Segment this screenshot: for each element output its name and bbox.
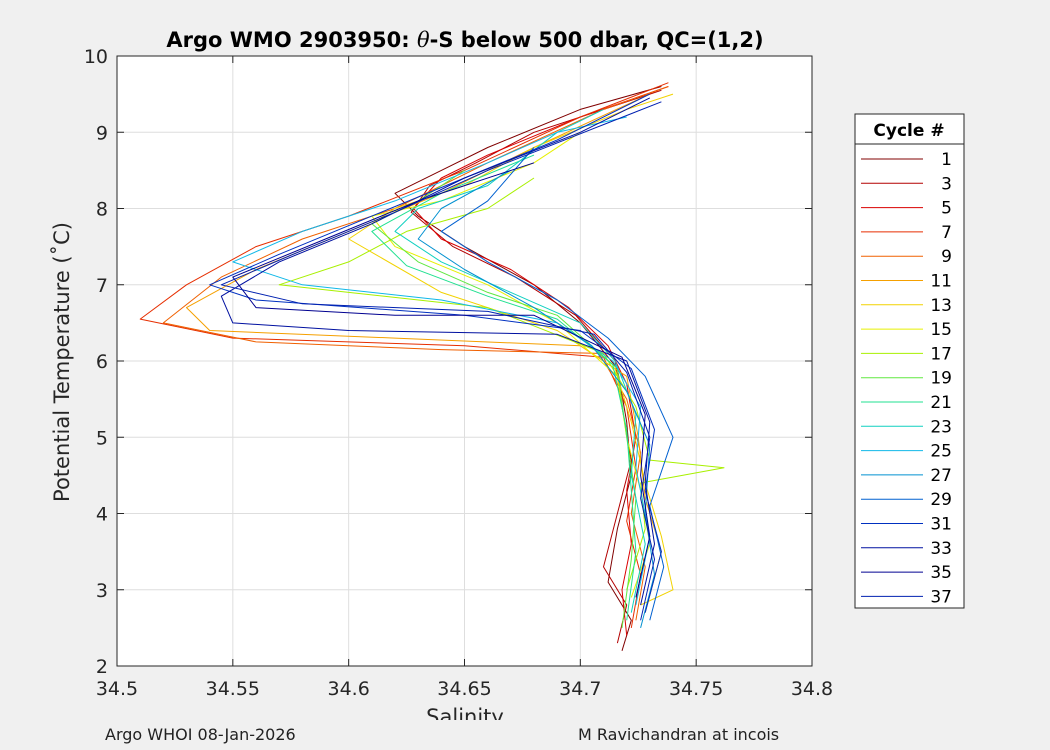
- legend: Cycle # 13579111315171921232527293133353…: [854, 113, 965, 609]
- series-line-cycle-31: [209, 93, 662, 613]
- y-tick-label: 6: [96, 351, 108, 373]
- legend-label-cycle-31: 31: [930, 515, 952, 535]
- legend-label-cycle-3: 3: [941, 174, 952, 194]
- y-axis-label: Potential Temperature (˚C): [50, 222, 74, 502]
- legend-label-cycle-7: 7: [941, 223, 952, 243]
- legend-label-cycle-35: 35: [930, 563, 952, 583]
- legend-title: Cycle #: [873, 121, 944, 141]
- series-line-cycle-7: [139, 82, 669, 628]
- chart-title: Argo WMO 2903950: θ-S below 500 dbar, QC…: [166, 28, 763, 52]
- series-line-cycle-25: [232, 116, 651, 606]
- legend-label-cycle-19: 19: [930, 369, 952, 389]
- legend-label-cycle-5: 5: [941, 199, 952, 219]
- series-line-cycle-5: [413, 86, 669, 636]
- legend-label-cycle-17: 17: [930, 344, 952, 364]
- series-line-cycle-33: [220, 97, 655, 606]
- x-tick-label: 34.6: [328, 678, 370, 700]
- series-line-cycle-23: [394, 108, 646, 613]
- axis-ticks: 34.5 34.55 34.6 34.65 34.7 34.75 34.8 2 3 4 5 6 7 8 9 1…: [84, 46, 833, 700]
- series-line-cycle-11: [186, 93, 662, 613]
- y-tick-label: 9: [96, 122, 108, 144]
- legend-label-cycle-29: 29: [930, 490, 952, 510]
- title-theta-symbol: θ: [417, 28, 430, 52]
- legend-label-cycle-13: 13: [930, 296, 952, 316]
- y-tick-label: 3: [96, 580, 108, 602]
- x-tick-label: 34.55: [206, 678, 260, 700]
- y-tick-label: 7: [96, 275, 108, 297]
- y-tick-label: 10: [84, 46, 108, 68]
- legend-label-cycle-37: 37: [930, 587, 952, 607]
- legend-label-cycle-27: 27: [930, 466, 952, 486]
- series-lines: [139, 82, 725, 651]
- y-tick-label: 5: [96, 427, 108, 449]
- legend-label-cycle-11: 11: [930, 272, 952, 292]
- y-tick-label: 8: [96, 199, 108, 221]
- x-tick-label: 34.8: [791, 678, 833, 700]
- series-line-cycle-37: [220, 101, 662, 621]
- legend-label-cycle-33: 33: [930, 539, 952, 559]
- x-tick-label: 34.7: [559, 678, 601, 700]
- x-tick-label: 34.75: [669, 678, 723, 700]
- footer-left-credit: Argo WHOI 08-Jan-2026: [105, 725, 296, 744]
- legend-label-cycle-25: 25: [930, 442, 952, 462]
- x-tick-label: 34.65: [437, 678, 491, 700]
- footer-right-credit: M Ravichandran at incois: [578, 725, 780, 744]
- title-prefix: Argo WMO 2903950:: [166, 28, 417, 52]
- legend-label-cycle-21: 21: [930, 393, 952, 413]
- legend-box: [854, 113, 965, 609]
- x-tick-label: 34.5: [96, 678, 138, 700]
- legend-label-cycle-23: 23: [930, 417, 952, 437]
- theta-s-chart: 34.5 34.55 34.6 34.65 34.7 34.75 34.8234567891…: [50, 28, 965, 720]
- series-line-cycle-21: [371, 154, 637, 621]
- x-axis-label: Salinity: [426, 705, 504, 720]
- legend-label-cycle-15: 15: [930, 320, 952, 340]
- legend-label-cycle-1: 1: [941, 150, 952, 170]
- title-suffix: -S below 500 dbar, QC=(1,2): [430, 28, 764, 52]
- y-tick-label: 4: [96, 504, 108, 526]
- legend-label-cycle-9: 9: [941, 247, 952, 267]
- y-tick-label: 2: [96, 656, 108, 678]
- series-line-cycle-17: [278, 177, 725, 590]
